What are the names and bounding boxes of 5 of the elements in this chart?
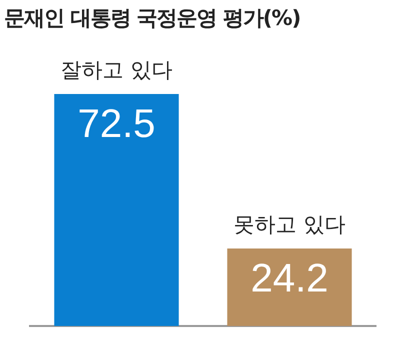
data-label: 72.5 [78,102,156,146]
chart-title: 문재인 대통령 국정운영 평가(%) [4,5,300,32]
x-tick-label: 못하고 있다 [234,212,346,237]
data-label: 24.2 [250,256,328,301]
x-tick-label: 잘하고 있다 [60,58,172,82]
